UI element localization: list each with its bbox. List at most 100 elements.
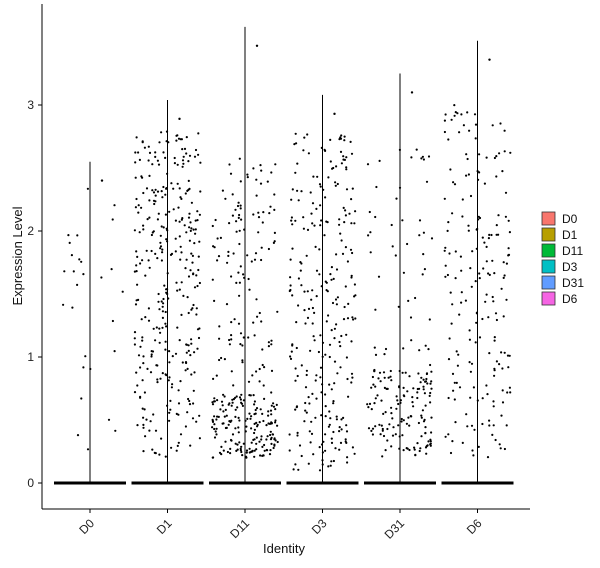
data-point [240, 218, 243, 221]
data-point [472, 454, 475, 457]
data-point [330, 388, 333, 391]
data-point [391, 434, 395, 437]
data-point [223, 395, 226, 398]
data-point [257, 216, 261, 219]
data-point [338, 448, 341, 451]
data-point [248, 447, 251, 450]
data-point [406, 242, 409, 246]
data-point [224, 197, 227, 200]
data-point [290, 216, 293, 219]
data-point [451, 303, 454, 306]
data-point [84, 355, 87, 358]
data-point [176, 289, 179, 292]
data-point [213, 397, 216, 400]
data-point [344, 214, 347, 217]
data-point [509, 151, 512, 154]
data-point [257, 231, 260, 234]
data-point [198, 240, 201, 243]
data-point [450, 322, 453, 325]
data-point [253, 403, 256, 406]
data-point [406, 390, 409, 393]
data-point [272, 405, 276, 408]
data-point [328, 383, 331, 386]
data-point [144, 435, 147, 438]
data-point [230, 419, 233, 422]
data-point [324, 405, 327, 408]
data-point [273, 444, 276, 447]
data-point [303, 309, 306, 312]
zero-band-D3 [286, 481, 359, 485]
data-point [429, 391, 432, 395]
data-point [392, 426, 395, 429]
data-point [134, 206, 137, 209]
data-point [350, 274, 353, 277]
data-point [184, 361, 188, 364]
data-point [146, 218, 149, 221]
data-point [374, 308, 377, 311]
data-point [237, 426, 240, 429]
data-point [238, 229, 241, 232]
data-point [195, 313, 198, 316]
data-point [305, 369, 308, 372]
data-point [272, 402, 275, 405]
data-point [190, 342, 193, 345]
data-point [194, 219, 197, 222]
data-point [299, 269, 302, 272]
data-point [166, 272, 169, 275]
data-point [295, 346, 298, 350]
data-point [239, 207, 242, 210]
data-point [166, 240, 169, 243]
zero-band-D11 [209, 481, 281, 485]
data-point [309, 191, 312, 194]
data-point [495, 224, 498, 227]
data-point [222, 410, 225, 413]
data-point [234, 415, 237, 418]
data-point [270, 413, 273, 416]
data-point [149, 420, 152, 423]
data-point [146, 367, 149, 370]
data-point [345, 156, 348, 159]
data-point [377, 275, 381, 278]
data-point [333, 382, 336, 385]
data-point [223, 415, 226, 418]
data-point [390, 379, 393, 382]
data-point [148, 151, 152, 154]
data-point [268, 453, 272, 456]
data-point [411, 401, 414, 404]
data-point [312, 175, 315, 178]
data-point [461, 441, 464, 444]
data-point [255, 370, 258, 373]
data-point [474, 137, 477, 140]
data-point [164, 340, 167, 343]
data-point [488, 58, 491, 61]
data-point [136, 424, 139, 427]
data-point [379, 380, 382, 383]
data-point [320, 285, 323, 288]
data-point [134, 303, 138, 306]
data-point [137, 354, 141, 357]
data-point [424, 344, 427, 347]
data-point [232, 252, 235, 255]
data-point [335, 418, 338, 421]
data-point [316, 175, 319, 178]
data-point [180, 138, 183, 141]
data-point [211, 224, 214, 228]
data-point [425, 377, 428, 381]
data-point [415, 148, 418, 151]
data-point [318, 469, 322, 472]
y-tick-label: 3 [27, 98, 34, 112]
data-point [288, 433, 291, 436]
data-point [493, 156, 496, 160]
data-point [412, 387, 415, 390]
data-point [255, 44, 259, 47]
data-point [319, 185, 322, 188]
data-point [310, 298, 313, 301]
data-point [165, 325, 168, 328]
data-point [402, 419, 405, 422]
data-point [324, 449, 327, 452]
legend-key-D6 [541, 291, 556, 306]
legend-key-D11 [541, 243, 556, 258]
data-point [471, 250, 474, 253]
data-point [270, 404, 273, 407]
data-point [187, 160, 190, 163]
